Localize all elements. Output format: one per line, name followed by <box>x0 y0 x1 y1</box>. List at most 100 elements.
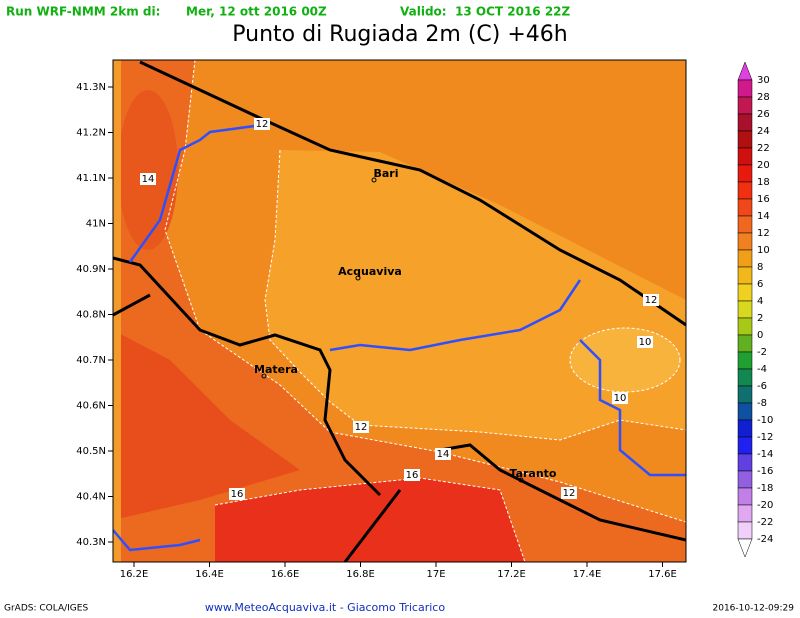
colorbar-box <box>737 334 753 353</box>
y-axis-label: 40.6N <box>76 401 106 412</box>
colorbar-box <box>737 79 753 98</box>
colorbar-box <box>737 249 753 268</box>
y-axis-label: 41.2N <box>76 128 106 139</box>
colorbar-label: 26 <box>757 109 770 120</box>
contour-label-box <box>637 336 653 348</box>
place-label: Bari <box>373 167 398 180</box>
colorbar-box <box>737 453 753 472</box>
map-frame <box>112 59 687 563</box>
place-dot <box>371 177 377 183</box>
place-label: Taranto <box>509 467 556 480</box>
colorbar-box <box>737 198 753 217</box>
contour-label-box <box>140 173 156 185</box>
colorbar-label: -16 <box>757 466 773 477</box>
contour-label: 14 <box>142 174 155 185</box>
colorbar-label: 20 <box>757 160 770 171</box>
x-axis-label: 17.2E <box>497 569 526 580</box>
colorbar-box <box>737 300 753 319</box>
contour-label: 14 <box>437 449 450 460</box>
map-field <box>113 60 686 562</box>
y-axis-label: 41.3N <box>76 82 106 93</box>
place-label: Matera <box>254 363 298 376</box>
colorbar-box <box>737 402 753 421</box>
place-dot <box>261 373 267 379</box>
valid-label: Valido: <box>400 5 447 19</box>
colorbar-label: 6 <box>757 279 763 290</box>
colorbar-label: 0 <box>757 330 763 341</box>
colorbar-label: -12 <box>757 432 773 443</box>
colorbar-box <box>737 283 753 302</box>
colorbar-box <box>737 470 753 489</box>
colorbar-label: 24 <box>757 126 770 137</box>
colorbar-label: -4 <box>757 364 767 375</box>
y-axis-label: 40.8N <box>76 310 106 321</box>
x-axis-label: 16.6E <box>271 569 300 580</box>
contour-label-box <box>404 469 420 481</box>
colorbar-box <box>737 351 753 370</box>
x-axis-label: 16.8E <box>346 569 375 580</box>
colorbar-label: -6 <box>757 381 767 392</box>
colorbar-label: -8 <box>757 398 767 409</box>
colorbar-label: 30 <box>757 75 770 86</box>
colorbar-label: 10 <box>757 245 770 256</box>
colorbar-box <box>737 487 753 506</box>
colorbar-label: 2 <box>757 313 763 324</box>
x-axis-label: 16.4E <box>195 569 224 580</box>
colorbar-box <box>737 385 753 404</box>
y-axis-label: 41.1N <box>76 173 106 184</box>
footer-left: GrADS: COLA/IGES <box>4 604 88 614</box>
valid-date: 13 OCT 2016 22Z <box>455 5 571 19</box>
colorbar-box <box>737 181 753 200</box>
colorbar-box <box>737 232 753 251</box>
footer-center: www.MeteoAcquaviva.it - Giacomo Tricaric… <box>205 601 445 614</box>
colorbar-box <box>737 215 753 234</box>
x-axis-label: 17.6E <box>648 569 677 580</box>
y-axis-label: 40.5N <box>76 446 106 457</box>
x-axis-label: 17.4E <box>573 569 602 580</box>
x-axis-label: 16.2E <box>120 569 149 580</box>
colorbar-box <box>737 266 753 285</box>
colorbar-label: 28 <box>757 92 770 103</box>
colorbar-box <box>737 436 753 455</box>
contour-label: 12 <box>645 295 658 306</box>
contour-label: 12 <box>355 422 368 433</box>
colorbar-label: -22 <box>757 517 773 528</box>
run-label: Run WRF-NMM 2km di: <box>6 5 160 19</box>
colorbar-label: -18 <box>757 483 773 494</box>
colorbar-label: -2 <box>757 347 767 358</box>
contour-label-box <box>612 392 628 404</box>
colorbar-box <box>737 96 753 115</box>
map-title: Punto di Rugiada 2m (C) +46h <box>232 22 567 47</box>
place-dot <box>355 275 361 281</box>
colorbar-label: -14 <box>757 449 773 460</box>
colorbar-box <box>737 130 753 149</box>
colorbar-top <box>737 61 753 81</box>
footer-right: 2016-10-12-09:29 <box>713 604 795 614</box>
contour-label-box <box>229 488 245 500</box>
colorbar-box <box>737 147 753 166</box>
colorbar-box <box>737 164 753 183</box>
y-axis-label: 40.9N <box>76 264 106 275</box>
colorbar-box <box>737 368 753 387</box>
colorbar-label: 14 <box>757 211 770 222</box>
place-dot <box>518 477 524 483</box>
contour-label: 12 <box>563 488 576 499</box>
colorbar-box <box>737 113 753 132</box>
place-label: Acquaviva <box>338 265 402 278</box>
contour-label: 10 <box>639 337 652 348</box>
colorbar-label: 8 <box>757 262 763 273</box>
contour-label-box <box>435 448 451 460</box>
colorbar-box <box>737 317 753 336</box>
contour-label: 10 <box>614 393 627 404</box>
colorbar-box <box>737 419 753 438</box>
dynamic-layer: 41.3N41.2N41.1N41N40.9N40.8N40.7N40.6N40… <box>76 61 773 580</box>
colorbar-label: -10 <box>757 415 773 426</box>
y-axis-label: 41N <box>86 219 106 230</box>
contour-label-box <box>643 294 659 306</box>
x-axis-label: 17E <box>426 569 445 580</box>
colorbar-box <box>737 504 753 523</box>
contour-label: 16 <box>406 470 419 481</box>
colorbar-box <box>737 521 753 540</box>
contour-label: 12 <box>256 119 269 130</box>
